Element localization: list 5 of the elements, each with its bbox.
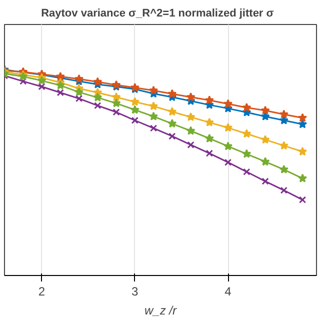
x-tick-label: 4: [224, 284, 232, 298]
x-tick-label: 2: [38, 284, 46, 298]
x-tick-label: 3: [132, 284, 139, 298]
x-axis-title: w_z /r: [144, 304, 178, 318]
chart-title: Raytov variance σ_R^2=1 normalized jitter σ: [41, 8, 274, 20]
